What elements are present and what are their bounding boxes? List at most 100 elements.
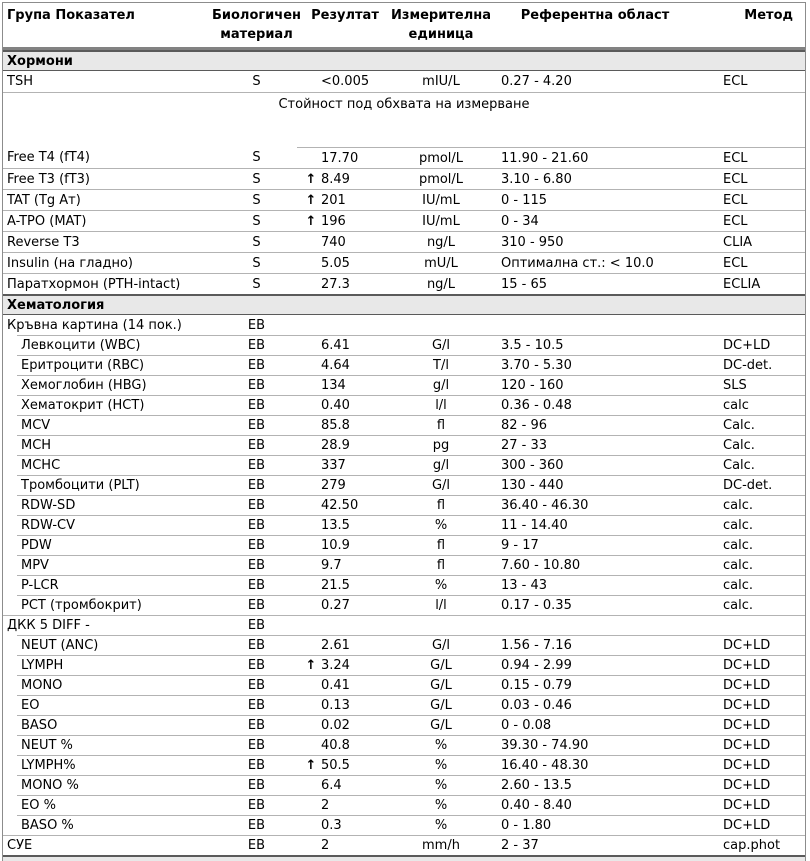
- section-title: Хормони: [7, 53, 73, 69]
- result-value: 2: [321, 838, 330, 853]
- cell-reference-range: 130 - 440: [489, 475, 701, 495]
- cell-result: 0.27: [297, 595, 393, 615]
- cell-result: [297, 315, 393, 335]
- table-row: RDW-CV EB 13.5 % 11 - 14.40 calc.: [3, 515, 805, 535]
- cell-result: <0.005: [297, 71, 393, 92]
- cell-indicator-name: Free T4 (fT4): [7, 150, 90, 165]
- cell-unit: IU/mL: [393, 189, 489, 210]
- cell-indicator-name: TSH: [7, 74, 33, 89]
- cell-reference-range: 0.27 - 4.20: [501, 74, 572, 89]
- cell-method: DC+LD: [701, 795, 805, 815]
- cell-result: 0.02: [297, 715, 393, 735]
- cell-unit: %: [393, 815, 489, 835]
- cell-indicator-name: RDW-SD: [3, 495, 216, 515]
- cell-material: S: [216, 168, 297, 189]
- high-value-arrow-icon: ↑: [305, 192, 317, 208]
- cell-material: S: [252, 150, 261, 165]
- table-row: СУЕ EB 2 mm/h 2 - 37 cap.phot: [3, 835, 805, 855]
- table-row: TSH S <0.005 mIU/L 0.27 - 4.20 ECL: [3, 71, 805, 92]
- result-value: 2: [321, 798, 330, 813]
- cell-result: [297, 615, 393, 635]
- cell-material: EB: [216, 415, 297, 435]
- cell-method: Calc.: [701, 455, 805, 475]
- cell-reference-range: 39.30 - 74.90: [489, 735, 701, 755]
- cell-result: 0.13: [297, 695, 393, 715]
- cell-result: 6.4: [297, 775, 393, 795]
- result-value: 42.50: [321, 498, 359, 513]
- cell-reference-range: [489, 615, 701, 635]
- cell-method: SLS: [701, 375, 805, 395]
- cell-method: calc.: [701, 495, 805, 515]
- cell-unit: G/L: [393, 715, 489, 735]
- cell-indicator-name: LYMPH: [3, 655, 216, 675]
- result-value: 6.41: [321, 338, 350, 353]
- table-row: Free T4 (fT4) S 17.70 pmol/L 11.90 - 21.…: [3, 147, 805, 168]
- cell-result: 279: [297, 475, 393, 495]
- table-row: NEUT (ANC) EB 2.61 G/l 1.56 - 7.16 DC+LD: [3, 635, 805, 655]
- cell-result: ↑ 201: [297, 189, 393, 210]
- cell-indicator-name: NEUT (ANC): [3, 635, 216, 655]
- cell-reference-range: 9 - 17: [489, 535, 701, 555]
- cell-material: EB: [216, 515, 297, 535]
- cell-material: EB: [216, 815, 297, 835]
- section-header-row: Хематология: [3, 294, 805, 315]
- cell-indicator-name: EO: [3, 695, 216, 715]
- cell-indicator-name: BASO %: [3, 815, 216, 835]
- cell-result: 9.7: [297, 555, 393, 575]
- cell-material: EB: [216, 835, 297, 855]
- cell-unit: l/l: [393, 595, 489, 615]
- cell-unit: ng/L: [393, 273, 489, 294]
- cell-material: EB: [216, 595, 297, 615]
- high-value-arrow-icon: ↑: [305, 758, 317, 773]
- cell-indicator-name: LYMPH%: [3, 755, 216, 775]
- cell-indicator-name: Insulin (на гладно): [3, 252, 216, 273]
- cell-indicator-name: Левкоцити (WBC): [3, 335, 216, 355]
- cell-indicator-name: P-LCR: [3, 575, 216, 595]
- cell-method: DC+LD: [701, 775, 805, 795]
- result-value: 0.02: [321, 718, 350, 733]
- cell-result: 28.9: [297, 435, 393, 455]
- cell-unit: G/L: [393, 695, 489, 715]
- cell-reference-range: 0.03 - 0.46: [489, 695, 701, 715]
- cell-material: S: [216, 189, 297, 210]
- table-row: LYMPH EB ↑ 3.24 G/L 0.94 - 2.99 DC+LD: [3, 655, 805, 675]
- cell-unit: [393, 615, 489, 635]
- cell-material: EB: [216, 635, 297, 655]
- cell-reference-range: 120 - 160: [489, 375, 701, 395]
- cell-unit: g/l: [393, 375, 489, 395]
- cell-unit: %: [393, 795, 489, 815]
- table-row: RDW-SD EB 42.50 fl 36.40 - 46.30 calc.: [3, 495, 805, 515]
- cell-reference-range: 0 - 0.08: [489, 715, 701, 735]
- cell-indicator-name: Паратхормон (PTH-intact): [3, 273, 216, 294]
- cell-method: DC+LD: [701, 635, 805, 655]
- cell-indicator-name: PCT (тромбокрит): [3, 595, 216, 615]
- cell-unit: G/l: [393, 335, 489, 355]
- result-value: 50.5: [321, 758, 350, 773]
- cell-method: DC+LD: [701, 735, 805, 755]
- cell-result: ↑ 196: [297, 210, 393, 231]
- table-row: PCT (тромбокрит) EB 0.27 l/l 0.17 - 0.35…: [3, 595, 805, 615]
- cell-method: ECLIA: [701, 273, 805, 294]
- cell-unit: ng/L: [393, 231, 489, 252]
- table-row: ДКК 5 DIFF - EB: [3, 615, 805, 635]
- cell-unit: pmol/L: [393, 168, 489, 189]
- cell-result: 42.50: [297, 495, 393, 515]
- cell-method: calc.: [701, 555, 805, 575]
- cell-material: EB: [216, 335, 297, 355]
- cell-method: ECL: [701, 252, 805, 273]
- cell-indicator-name: MCH: [3, 435, 216, 455]
- cell-indicator-name: PDW: [3, 535, 216, 555]
- cell-indicator-name: NEUT %: [3, 735, 216, 755]
- table-row: Тромбоцити (PLT) EB 279 G/l 130 - 440 DC…: [3, 475, 805, 495]
- cell-indicator-name: Тромбоцити (PLT): [3, 475, 216, 495]
- cell-method: DC+LD: [701, 815, 805, 835]
- cell-unit: G/l: [393, 635, 489, 655]
- cell-material: EB: [216, 495, 297, 515]
- cell-method: calc.: [701, 515, 805, 535]
- cell-indicator-name: MCV: [3, 415, 216, 435]
- cell-reference-range: Оптимална ст.: < 10.0: [489, 252, 701, 273]
- cell-material: EB: [216, 715, 297, 735]
- cell-result: 337: [297, 455, 393, 475]
- table-row: LYMPH% EB ↑ 50.5 % 16.40 - 48.30 DC+LD: [3, 755, 805, 775]
- result-value: 40.8: [321, 738, 350, 753]
